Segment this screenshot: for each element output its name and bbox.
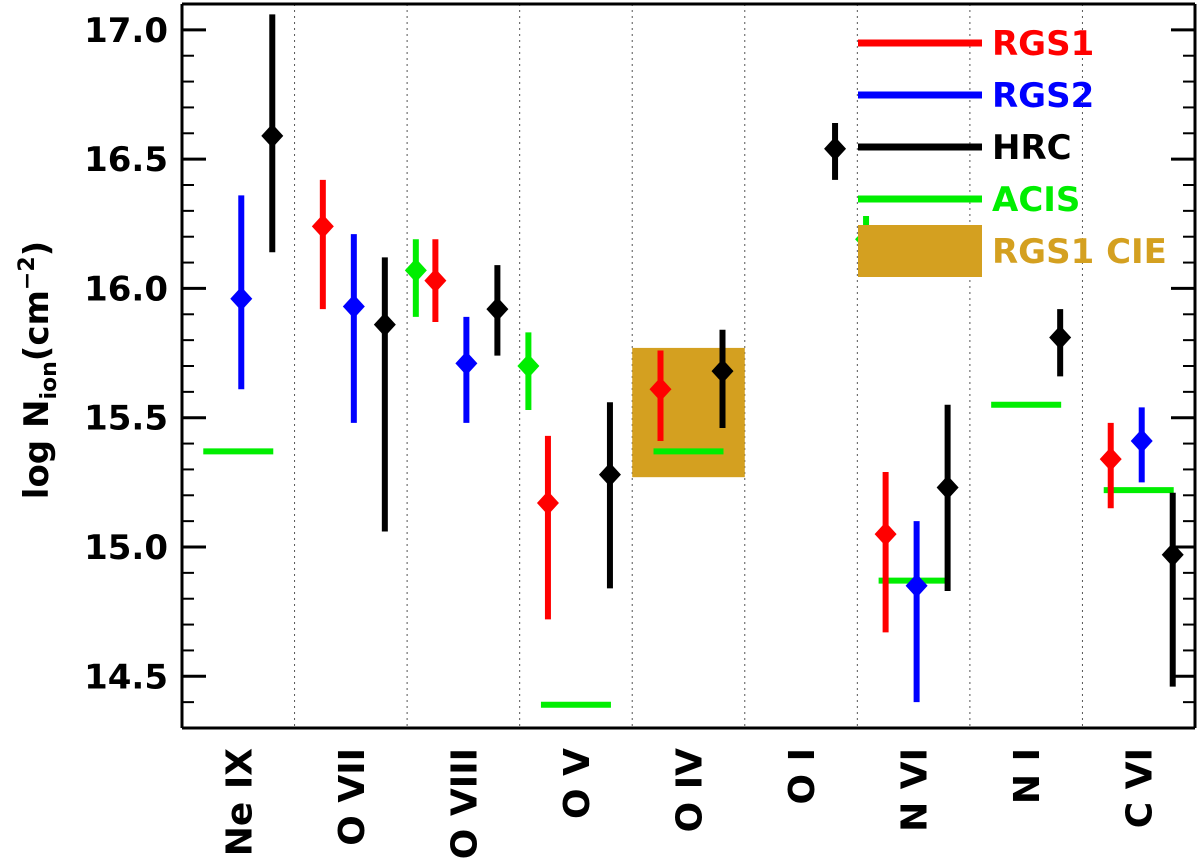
legend-label-rgs1-cie: RGS1 CIE	[992, 232, 1167, 272]
category-labels: Ne IX O VII O VIII O V O IV O I N VI N I C VI	[219, 748, 1160, 859]
acis-hlines	[203, 401, 1174, 708]
category-label-o-viii: O VIII	[444, 748, 485, 859]
y-tick-label: 14.5	[84, 657, 168, 697]
hrc-point-c-vi	[1161, 542, 1184, 567]
rgs1-point-c-vi	[1099, 447, 1122, 472]
category-label-o-v: O V	[557, 748, 598, 819]
category-label-o-vii: O VII	[332, 748, 373, 846]
acis-point-o-vii	[404, 258, 427, 283]
y-ticks: 14.5 15.0 15.5 16.0 16.5 17.0	[84, 3, 1195, 704]
rgs2-point-ne-ix	[230, 286, 253, 311]
hrc-point-o-v	[598, 462, 621, 487]
rgs2-point-o-viii	[455, 351, 478, 376]
rgs1-point-o-vii	[311, 214, 334, 239]
hrc-point-o-vii	[373, 312, 396, 337]
hrc-point-o-viii	[486, 297, 509, 322]
legend-label-hrc: HRC	[992, 128, 1072, 168]
category-label-n-vi: N VI	[895, 748, 936, 832]
rgs1-point-o-iv	[649, 377, 672, 402]
rgs1-point-o-v	[536, 491, 559, 516]
legend-label-rgs2: RGS2	[992, 76, 1094, 116]
category-label-n-i: N I	[1007, 748, 1048, 804]
legend-label-rgs1: RGS1	[992, 24, 1094, 64]
y-tick-label: 16.5	[84, 140, 168, 180]
y-tick-label: 16.0	[84, 269, 168, 309]
rgs1-point-o-viii	[424, 268, 447, 293]
rgs2-point-n-vi	[905, 573, 928, 598]
y-tick-label: 15.0	[84, 528, 168, 568]
hrc-point-n-vi	[936, 475, 959, 500]
category-label-ne-ix: Ne IX	[219, 748, 260, 856]
hrc-point-o-i	[824, 136, 847, 161]
legend-swatch-rgs1-cie	[858, 225, 982, 277]
legend: RGS1 RGS2 HRC ACIS RGS1 CIE	[858, 24, 1167, 277]
y-tick-label: 15.5	[84, 399, 168, 439]
hrc-point-n-i	[1049, 325, 1072, 350]
legend-label-acis: ACIS	[992, 180, 1080, 220]
category-label-o-iv: O IV	[670, 748, 711, 833]
y-tick-label: 17.0	[84, 11, 168, 51]
hrc-point-ne-ix	[261, 123, 284, 148]
rgs1-point-n-vi	[874, 522, 897, 547]
hrc-point-o-iv	[711, 359, 734, 384]
category-label-o-i: O I	[782, 748, 823, 805]
acis-point-o-viii	[517, 354, 540, 378]
category-label-c-vi: C VI	[1120, 748, 1161, 828]
rgs2-point-o-vii	[342, 294, 365, 319]
rgs2-point-c-vi	[1130, 428, 1153, 453]
y-axis-label: log Nion(cm−2)	[15, 241, 62, 499]
